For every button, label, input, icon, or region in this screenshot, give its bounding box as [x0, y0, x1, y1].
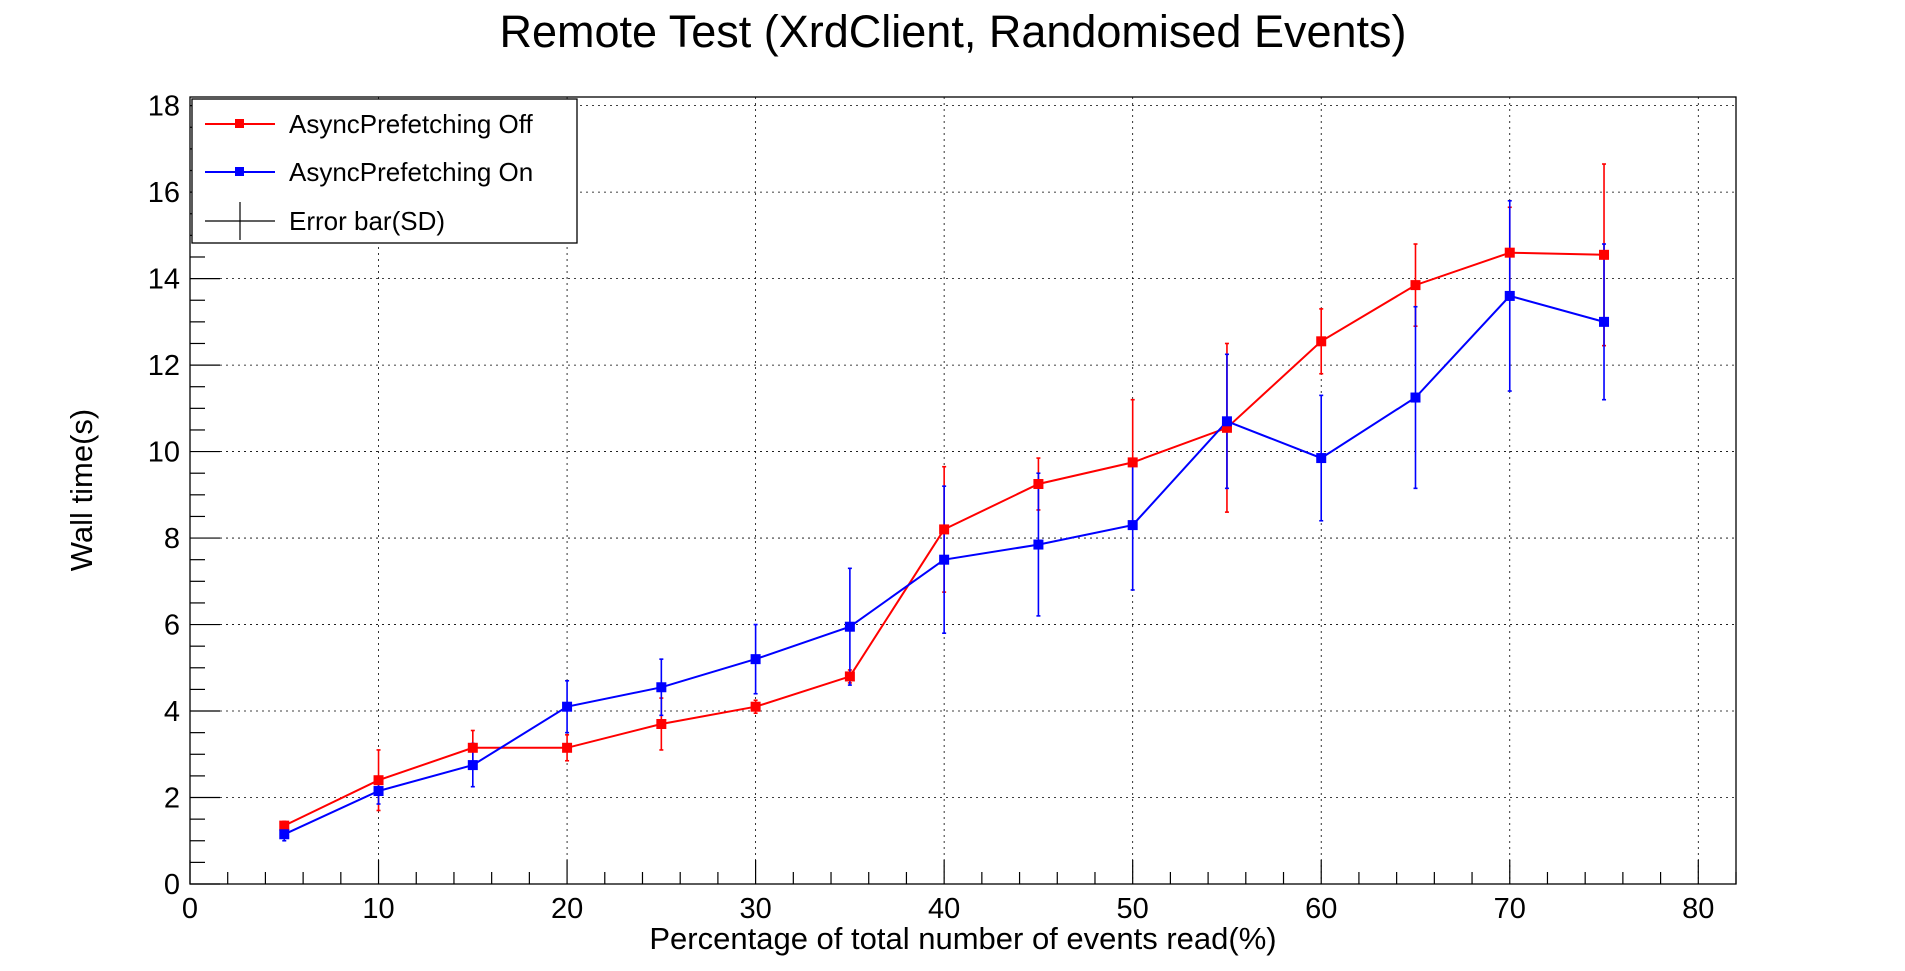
legend: AsyncPrefetching Off AsyncPrefetching On… — [191, 98, 578, 244]
legend-entry-on: AsyncPrefetching On — [205, 157, 533, 187]
data-points — [279, 247, 1610, 840]
legend-marker-on — [235, 167, 244, 176]
data-point-on — [1599, 316, 1610, 327]
y-tick-label: 14 — [148, 264, 180, 296]
data-point-off — [750, 701, 761, 712]
x-tick-label: 20 — [551, 893, 583, 925]
data-point-on — [1504, 290, 1515, 301]
y-tick-label: 2 — [164, 783, 180, 815]
data-point-on — [1127, 520, 1138, 531]
y-tick-label: 6 — [164, 610, 180, 642]
legend-entry-errorbar: Error bar(SD) — [205, 202, 445, 240]
data-point-off — [467, 742, 478, 753]
legend-label-errorbar: Error bar(SD) — [289, 206, 445, 236]
legend-label-on: AsyncPrefetching On — [289, 157, 533, 187]
y-tick-label: 0 — [164, 869, 180, 901]
legend-marker-off — [235, 119, 244, 128]
data-point-on — [844, 621, 855, 632]
data-point-on — [939, 554, 950, 565]
x-tick-label: 60 — [1305, 893, 1337, 925]
x-tick-label: 70 — [1494, 893, 1526, 925]
y-tick-label: 16 — [148, 177, 180, 209]
y-tick-label: 8 — [164, 523, 180, 555]
data-point-off — [1316, 336, 1327, 347]
x-tick-label: 50 — [1117, 893, 1149, 925]
data-point-on — [279, 829, 290, 840]
chart-title: Remote Test (XrdClient, Randomised Event… — [499, 6, 1406, 57]
data-point-off — [1599, 249, 1610, 260]
x-tick-label: 40 — [928, 893, 960, 925]
legend-label-off: AsyncPrefetching Off — [289, 109, 534, 139]
data-point-on — [656, 682, 667, 693]
y-tick-label: 12 — [148, 350, 180, 382]
data-point-off — [279, 820, 290, 831]
x-tick-label: 80 — [1682, 893, 1714, 925]
data-point-off — [1127, 457, 1138, 468]
data-point-on — [1221, 416, 1232, 427]
data-point-off — [1410, 280, 1421, 291]
y-tick-label: 10 — [148, 437, 180, 469]
y-axis-label: Wall time(s) — [64, 409, 99, 571]
y-tick-label: 18 — [148, 91, 180, 123]
data-point-off — [1504, 247, 1515, 258]
data-point-off — [1033, 479, 1044, 490]
data-point-off — [656, 719, 667, 730]
data-point-on — [1033, 539, 1044, 550]
data-point-off — [1221, 422, 1232, 433]
x-axis-label: Percentage of total number of events rea… — [649, 921, 1276, 956]
data-point-on — [373, 786, 384, 797]
x-tick-label: 0 — [182, 893, 198, 925]
data-point-on — [1316, 453, 1327, 464]
data-point-on — [467, 760, 478, 771]
data-point-off — [562, 742, 573, 753]
y-tick-label: 4 — [164, 696, 180, 728]
data-point-on — [1410, 392, 1421, 403]
plot-frame — [189, 96, 1737, 885]
data-point-on — [750, 654, 761, 665]
legend-entry-off: AsyncPrefetching Off — [205, 109, 534, 139]
x-tick-label: 10 — [362, 893, 394, 925]
data-point-off — [844, 671, 855, 682]
data-point-off — [939, 524, 950, 535]
x-tick-label: 30 — [739, 893, 771, 925]
data-point-off — [373, 775, 384, 786]
axes: 0 10 20 30 40 50 60 70 80 0 2 4 6 8 10 12 14 16 18 — [148, 91, 1737, 925]
data-point-on — [562, 701, 573, 712]
